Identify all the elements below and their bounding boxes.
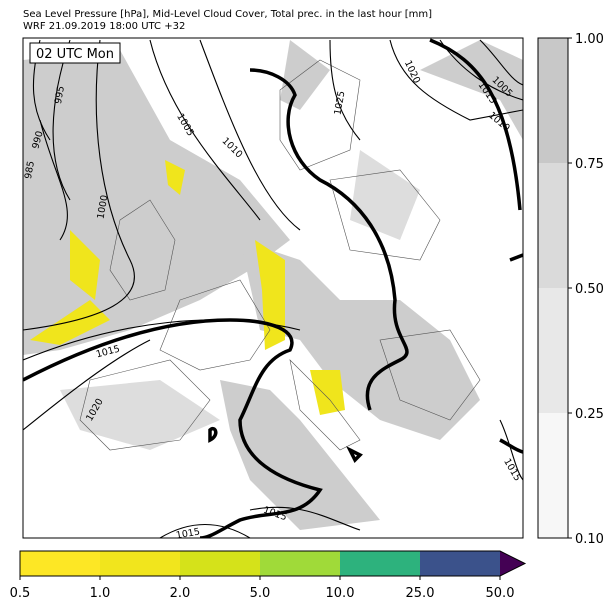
time-box	[29, 42, 121, 64]
tick-label: 0.50	[575, 282, 604, 297]
map-area	[23, 38, 523, 538]
isobar-label: 1025	[332, 90, 347, 116]
isobar-label: 1000	[95, 194, 110, 220]
tick-label: 0.75	[575, 157, 604, 172]
time-label: 02 UTC Mon	[36, 47, 114, 62]
title: Sea Level Pressure [hPa], Mid-Level Clou…	[23, 9, 432, 20]
precip-colorbar: 0.5 1.0 2.0 5.0 10.0 25.0 50.0	[10, 550, 527, 601]
tick-label: 1.00	[575, 32, 604, 47]
isobar-label: 990	[30, 130, 45, 150]
subtitle: WRF 21.09.2019 18:00 UTC +32	[23, 21, 185, 32]
tick-label: 2.0	[170, 586, 191, 601]
isobar-label: 995	[53, 85, 67, 105]
tick-label: 0.5	[10, 586, 31, 601]
tick-label: 10.0	[326, 586, 355, 601]
cloud-colorbar: 1.00 0.75 0.50 0.25 0.10	[537, 32, 604, 547]
map-frame	[22, 37, 524, 539]
tick-label: 1.0	[90, 586, 111, 601]
tick-label: 25.0	[406, 586, 435, 601]
isobar-label: 1015	[175, 526, 201, 541]
tick-label: 50.0	[486, 586, 515, 601]
tick-label: 0.25	[575, 407, 604, 422]
isobar-label: 985	[23, 160, 37, 180]
tick-label: 5.0	[250, 586, 271, 601]
tick-label: 0.10	[575, 532, 604, 547]
